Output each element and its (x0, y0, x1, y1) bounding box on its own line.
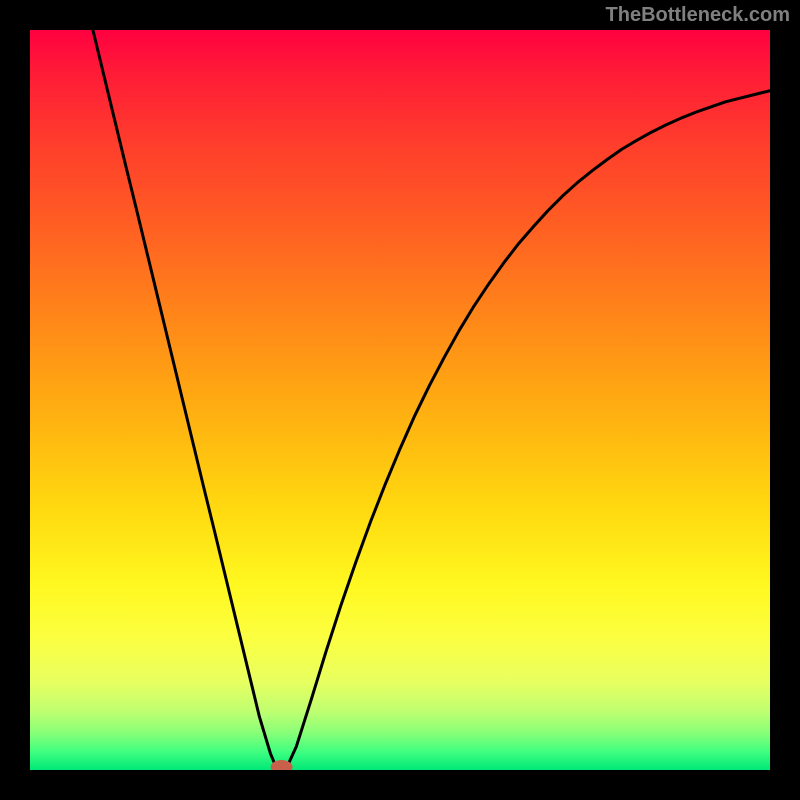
chart-container: TheBottleneck.com (0, 0, 800, 800)
chart-background (30, 30, 770, 770)
bottleneck-chart (0, 0, 800, 800)
